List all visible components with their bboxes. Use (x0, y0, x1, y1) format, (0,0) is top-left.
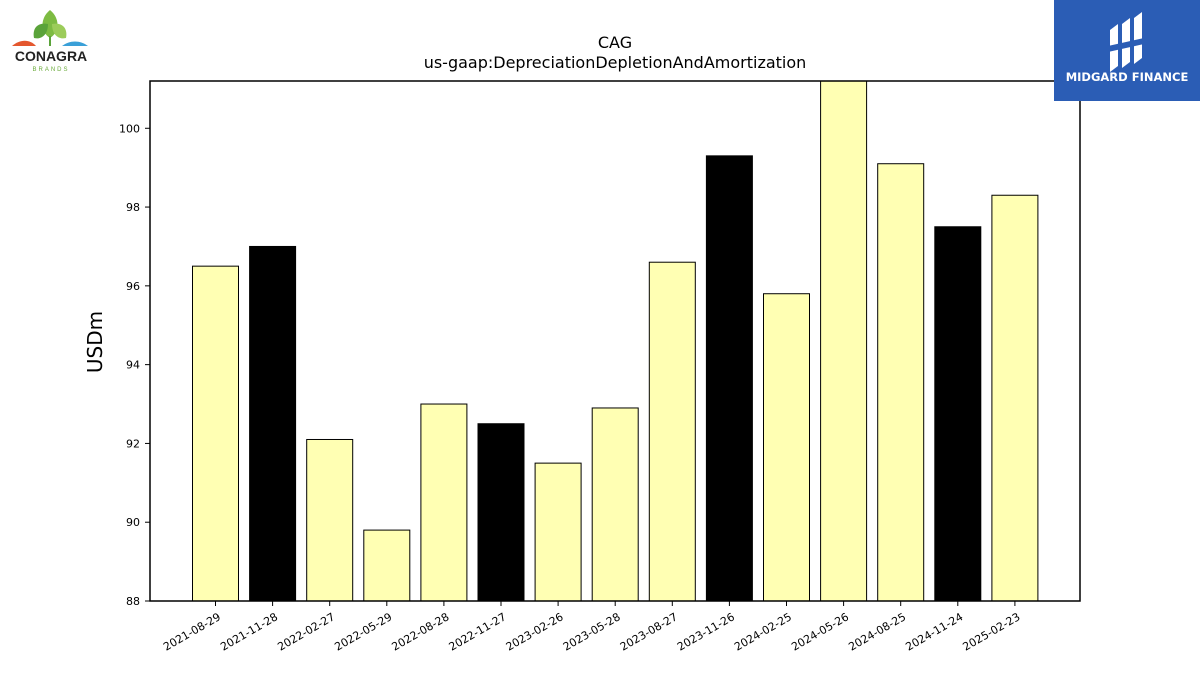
bar-2023-11-26 (705, 155, 753, 602)
bar-2023-02-26 (534, 462, 582, 602)
conagra-subtext: BRANDS (32, 67, 69, 73)
conagra-wordmark: CONAGRA (15, 48, 87, 64)
chart-subtitle: us-gaap:DepreciationDepletionAndAmortiza… (424, 53, 807, 72)
bar-2022-02-27 (306, 438, 354, 602)
chart-title: CAG (598, 33, 632, 52)
x-tick-label: 2022-05-29 (332, 610, 394, 653)
bar-2021-08-29 (192, 265, 239, 602)
x-tick-label: 2022-11-27 (447, 610, 509, 653)
midgard-wordmark: MIDGARD FINANCE (1066, 70, 1189, 84)
y-axis-label: USDm (83, 311, 107, 373)
bars-group (192, 80, 1039, 602)
y-tick-label: 94 (126, 359, 140, 372)
bar-2024-11-24 (934, 226, 982, 602)
y-tick-label: 98 (126, 201, 140, 214)
plot-frame (149, 80, 1081, 602)
bar-2023-05-28 (591, 407, 639, 602)
y-tick-label: 90 (126, 516, 140, 529)
conagra-logo: CONAGRA BRANDS (4, 6, 98, 74)
bar-2024-08-25 (877, 163, 925, 602)
x-ticks-group: 2021-08-292021-11-282022-02-272022-05-29… (161, 601, 1022, 654)
y-tick-label: 88 (126, 595, 140, 608)
x-tick-label: 2022-08-28 (390, 610, 452, 653)
bar-2022-05-29 (363, 529, 411, 602)
conagra-leaf-icon: CONAGRA BRANDS (12, 10, 88, 73)
bar-2023-08-27 (648, 261, 696, 602)
bar-2025-02-23 (991, 194, 1039, 602)
x-tick-label: 2024-05-26 (789, 610, 851, 653)
y-tick-label: 92 (126, 437, 140, 450)
bar-2024-05-26 (820, 80, 868, 602)
y-ticks-group: 88 90 92 94 96 98 100 (119, 122, 150, 608)
x-tick-label: 2021-08-29 (161, 610, 223, 653)
y-tick-label: 96 (126, 280, 140, 293)
bar-2021-11-28 (249, 245, 297, 602)
x-tick-label: 2024-08-25 (846, 610, 908, 653)
bar-2024-02-25 (763, 293, 810, 602)
bar-2022-08-28 (420, 403, 468, 602)
x-tick-label: 2022-02-27 (275, 610, 337, 653)
midgard-logo: MIDGARD FINANCE (1054, 0, 1200, 101)
x-tick-label: 2023-11-26 (675, 610, 737, 653)
x-tick-label: 2021-11-28 (218, 610, 280, 653)
x-tick-label: 2025-02-23 (961, 610, 1023, 653)
x-tick-label: 2024-02-25 (732, 610, 794, 653)
y-tick-label: 100 (119, 122, 140, 135)
x-tick-label: 2023-08-27 (618, 610, 680, 653)
x-tick-label: 2024-11-24 (903, 610, 965, 653)
bar-2022-11-27 (477, 423, 525, 602)
midgard-emblem-icon: MIDGARD FINANCE (1066, 12, 1189, 84)
x-tick-label: 2023-02-26 (504, 610, 566, 653)
x-tick-label: 2023-05-28 (561, 610, 623, 653)
